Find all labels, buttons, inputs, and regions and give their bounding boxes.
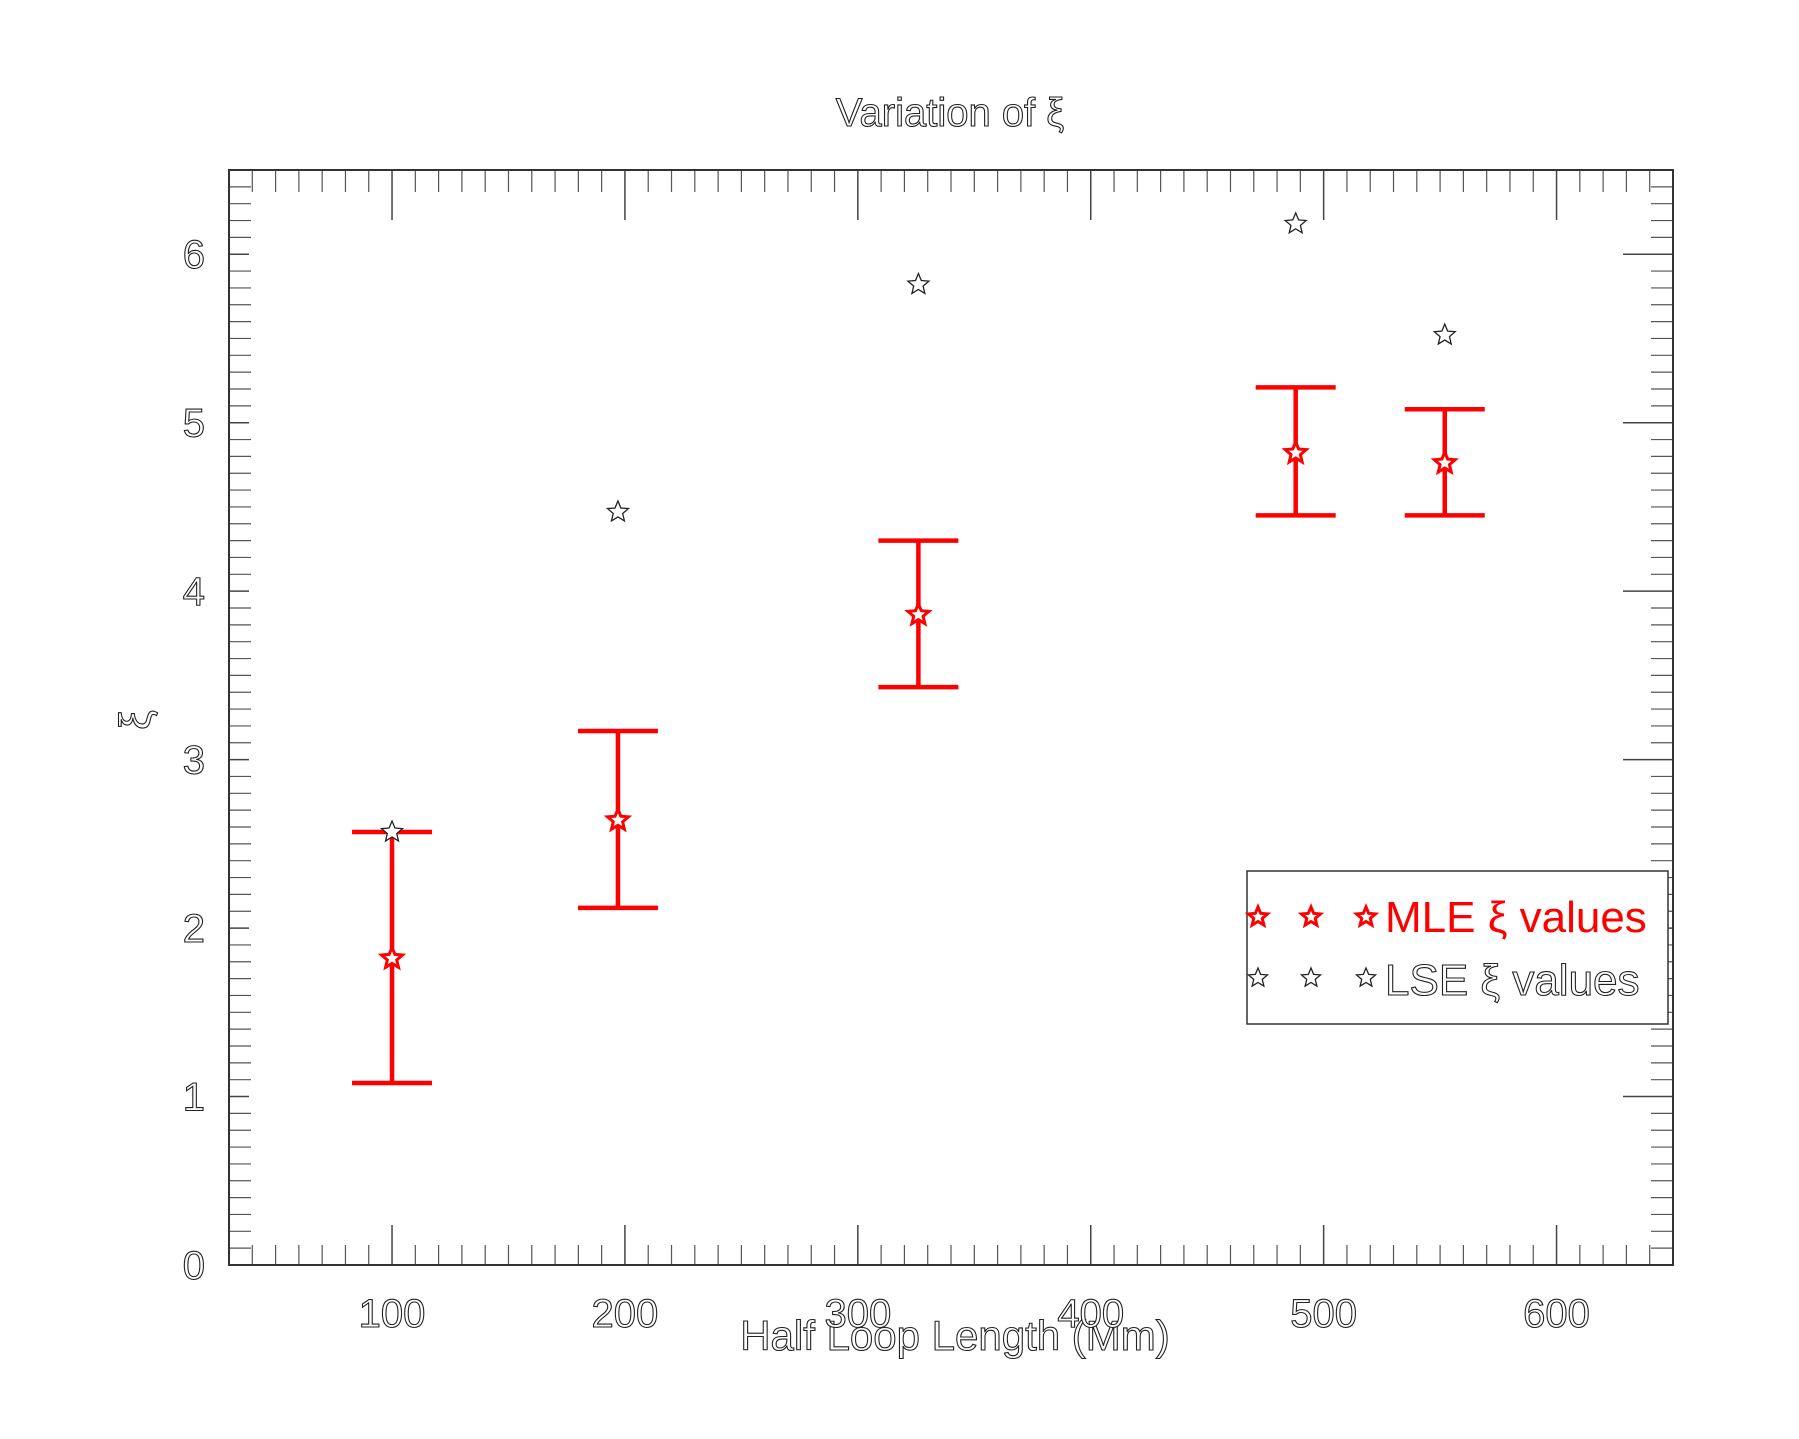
- plot-frame: [228, 169, 1674, 1266]
- y-tick-label: 4: [183, 570, 205, 614]
- legend-marker-lse: [1354, 966, 1378, 988]
- legend-markers-mle: [1244, 903, 1380, 929]
- x-axis-label: Half Loop Length (Mm): [740, 1312, 1170, 1359]
- x-tick-label: 100: [359, 1292, 426, 1336]
- legend-label-lse: LSE ξ values: [1385, 956, 1640, 1005]
- x-tick-label: 200: [592, 1292, 659, 1336]
- legend-marker-lse: [1299, 966, 1323, 988]
- lse-point: [605, 499, 631, 523]
- x-tick-label: 500: [1290, 1292, 1357, 1336]
- y-tick-label: 3: [183, 739, 205, 783]
- mle-point: [904, 599, 933, 627]
- lse-point: [1283, 211, 1308, 235]
- y-axis-label: ξ: [111, 710, 160, 730]
- mle-point: [377, 943, 407, 971]
- legend-markers-lse: [1246, 966, 1378, 988]
- y-tick-label: 6: [183, 233, 205, 277]
- legend-box: [1246, 870, 1669, 1025]
- mle-point: [1430, 448, 1459, 476]
- legend-marker-lse: [1246, 966, 1270, 988]
- x-tick-label: 300: [824, 1292, 891, 1336]
- y-tick-label: 1: [183, 1076, 205, 1120]
- legend: MLE ξ values LSE ξ values: [1244, 870, 1669, 1025]
- tick-labels-layer: 100 200 300 400 500 600 0 1 2 3 4 5 6: [182, 233, 1590, 1337]
- legend-marker-mle: [1352, 903, 1380, 929]
- lse-point: [1432, 322, 1457, 346]
- lse-point: [906, 271, 931, 295]
- lse-point: [379, 819, 405, 843]
- y-tick-label: 2: [183, 907, 205, 951]
- x-tick-label: 600: [1523, 1292, 1590, 1336]
- legend-marker-mle: [1297, 903, 1325, 929]
- y-tick-label: 5: [183, 402, 205, 446]
- markers-layer: [377, 211, 1459, 971]
- mle-point: [1281, 438, 1310, 466]
- legend-marker-mle: [1244, 903, 1272, 929]
- ticks-layer: [229, 169, 1673, 1266]
- chart-title: Variation of ξ: [836, 91, 1064, 135]
- mle-point: [603, 805, 633, 833]
- legend-label-mle: MLE ξ values: [1385, 893, 1647, 942]
- x-tick-label: 400: [1057, 1292, 1124, 1336]
- y-tick-label: 0: [183, 1244, 205, 1288]
